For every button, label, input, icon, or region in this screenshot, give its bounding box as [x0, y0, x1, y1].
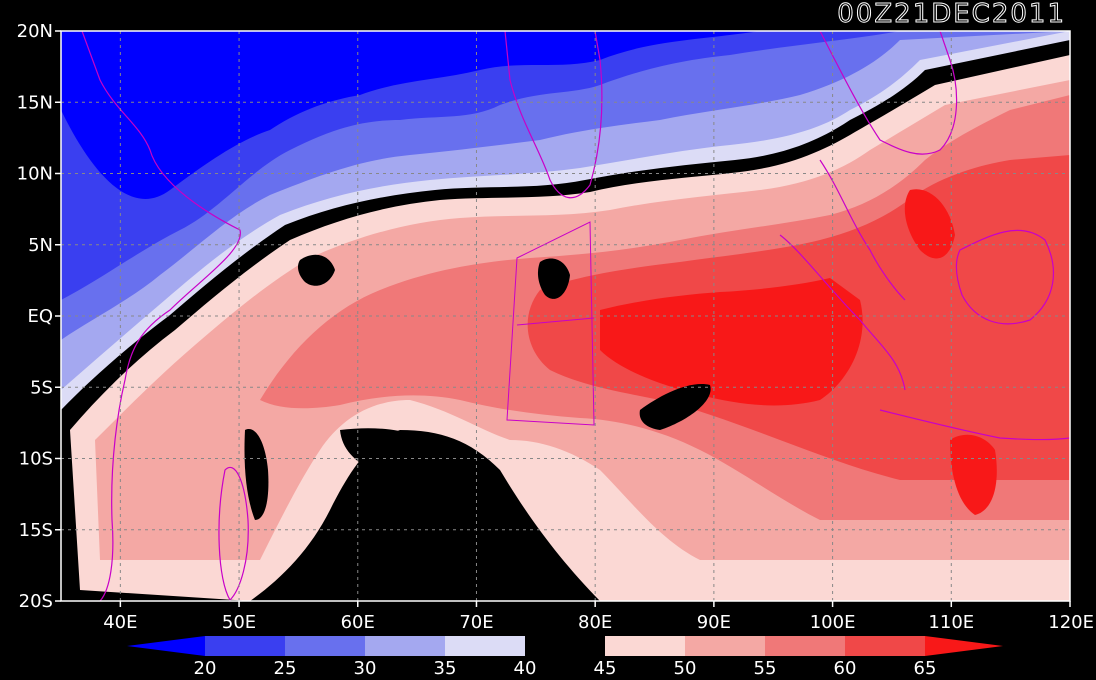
figure-title: 00Z21DEC2011	[837, 0, 1066, 29]
lat-tick-label: 10N	[17, 164, 53, 185]
coastline-india	[504, 31, 603, 199]
coastline-madagascar	[218, 467, 249, 601]
colorbar-level-label: 65	[914, 658, 937, 679]
field-level-above-65	[904, 189, 955, 259]
colorbar: 20 25 30 35 40 45 50 55 60 65	[127, 636, 1003, 679]
colorbar-segment	[765, 636, 845, 656]
coastline-africa	[81, 31, 241, 601]
lon-tick-label: 60E	[341, 612, 375, 633]
lon-tick-label: 120E	[1048, 612, 1094, 633]
map-plot-area	[61, 31, 1070, 601]
colorbar-segment	[205, 636, 285, 656]
field-level-40-45	[340, 428, 442, 545]
lon-tick-label: 70E	[459, 612, 493, 633]
colorbar-segment	[365, 636, 445, 656]
latitude-axis: 20N 15N 10N 5N EQ 5S 10S 15S 20S	[17, 21, 61, 612]
lat-tick-label: 15N	[17, 92, 53, 113]
colorbar-level-label: 30	[354, 658, 377, 679]
colorbar-level-label: 40	[514, 658, 537, 679]
colorbar-level-label: 50	[674, 658, 697, 679]
lat-tick-label: EQ	[27, 306, 53, 327]
lon-tick-label: 110E	[928, 612, 974, 633]
lon-tick-label: 80E	[578, 612, 612, 633]
colorbar-segment	[605, 636, 685, 656]
colorbar-level-label: 25	[274, 658, 297, 679]
coastline-malay	[819, 159, 906, 301]
field-level-above-65	[950, 434, 997, 515]
lat-tick-label: 20S	[19, 591, 53, 612]
coastline-indochina	[819, 31, 958, 155]
colorbar-segment	[445, 636, 525, 656]
field-level-40-45	[244, 429, 269, 520]
colorbar-segment	[685, 636, 765, 656]
lat-tick-label: 20N	[17, 21, 53, 42]
field-level-40-45	[537, 258, 570, 299]
colorbar-level-label: 60	[834, 658, 857, 679]
colorbar-level-label: 20	[194, 658, 217, 679]
colorbar-segment	[845, 636, 925, 656]
coastline-sumatra	[779, 234, 906, 391]
lat-tick-label: 5S	[30, 377, 53, 398]
colorbar-upper-arrow	[925, 636, 1003, 656]
gridlines	[61, 31, 1070, 601]
coastline-java	[879, 409, 1070, 441]
colorbar-segment	[285, 636, 365, 656]
field-level-40-45	[297, 254, 335, 286]
lon-tick-label: 50E	[222, 612, 256, 633]
lon-tick-label: 100E	[810, 612, 856, 633]
field-level-40-45	[639, 384, 711, 430]
colorbar-level-label: 55	[754, 658, 777, 679]
lat-tick-label: 10S	[19, 449, 53, 470]
colorbar-level-label: 35	[434, 658, 457, 679]
boundary-box	[506, 221, 595, 426]
coastline-borneo	[955, 229, 1054, 325]
lat-tick-label: 15S	[19, 520, 53, 541]
lon-tick-label: 90E	[697, 612, 731, 633]
longitude-axis: 40E 50E 60E 70E 80E 90E 100E 110E 120E	[103, 601, 1094, 633]
colorbar-segment	[525, 636, 605, 656]
field-level-above-65	[600, 278, 863, 406]
lon-tick-label: 40E	[103, 612, 137, 633]
colorbar-level-label: 45	[594, 658, 617, 679]
colorbar-lower-arrow	[127, 636, 205, 656]
lat-tick-label: 5N	[28, 235, 53, 256]
